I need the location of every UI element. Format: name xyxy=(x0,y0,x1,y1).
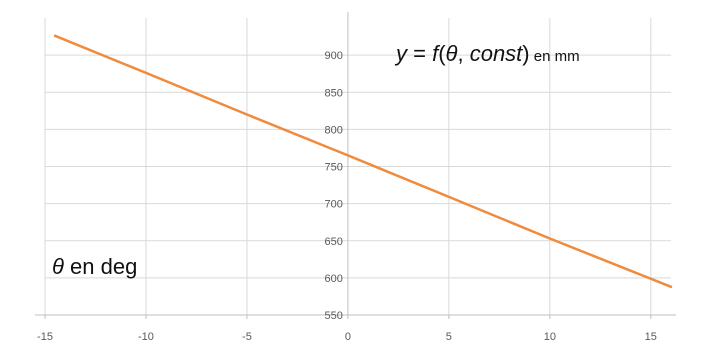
axes xyxy=(35,12,676,319)
y-tick-label: 800 xyxy=(325,124,343,136)
y-tick-label: 700 xyxy=(325,199,343,211)
x-tick-label: -10 xyxy=(138,331,154,343)
y-tick-label: 900 xyxy=(325,50,343,62)
x-tick-label: -5 xyxy=(242,331,252,343)
y-tick-label: 550 xyxy=(325,310,343,322)
x-tick-label: 10 xyxy=(544,331,556,343)
annotation-theta-unit: θ en deg xyxy=(52,254,137,279)
grid xyxy=(44,18,671,316)
x-tick-label: 0 xyxy=(345,331,351,343)
annotation-function: y = f(θ, const) en mm xyxy=(394,41,580,66)
series-line xyxy=(53,34,673,289)
x-tick-label: -15 xyxy=(37,331,53,343)
y-tick-label: 600 xyxy=(325,273,343,285)
x-tick-labels: -15 -10 -5 0 5 10 15 xyxy=(37,331,657,343)
x-tick-label: 5 xyxy=(446,331,452,343)
series-layer xyxy=(53,34,673,289)
y-tick-label: 650 xyxy=(325,236,343,248)
y-tick-labels: 550 600 650 700 750 800 850 900 xyxy=(325,50,343,322)
y-tick-label: 750 xyxy=(325,162,343,174)
x-tick-label: 15 xyxy=(645,331,657,343)
y-tick-label: 850 xyxy=(325,87,343,99)
